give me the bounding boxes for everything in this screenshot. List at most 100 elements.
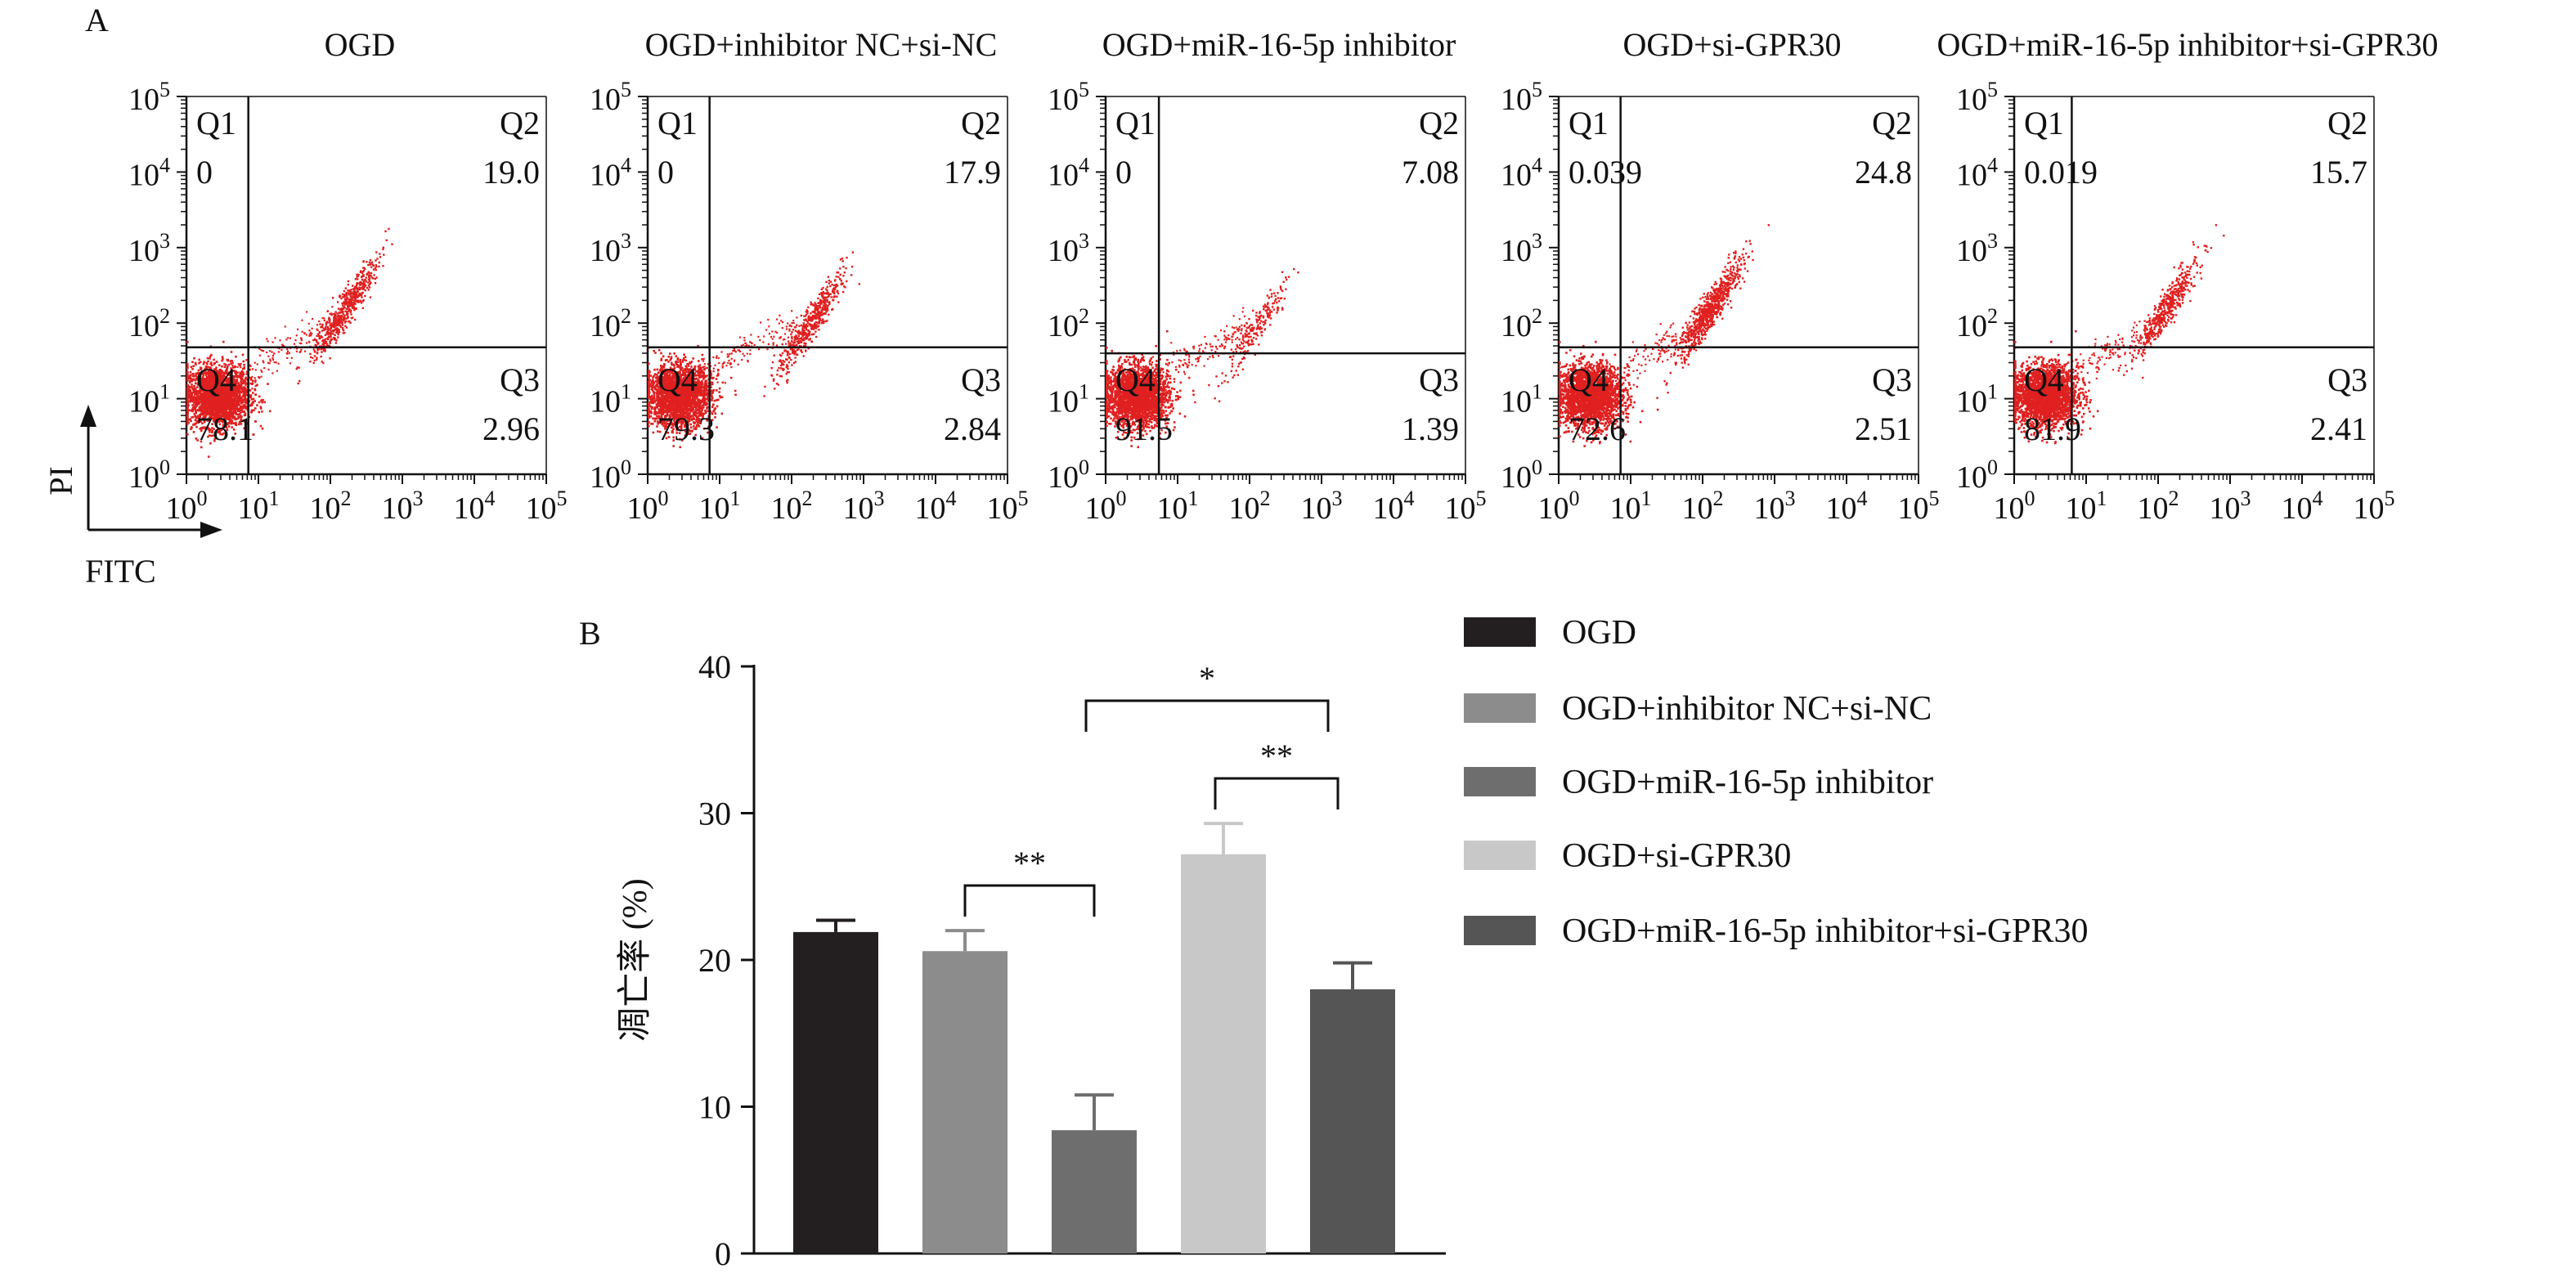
plot-title: OGD	[325, 26, 396, 63]
y-tick-label: 103	[1048, 229, 1089, 268]
y-tick-label: 103	[128, 229, 170, 268]
panel-a-label: A	[85, 2, 109, 38]
x-tick-label: 100	[1538, 487, 1580, 526]
x-tick-label: 101	[1157, 487, 1199, 526]
y-tick-label: 104	[590, 153, 631, 192]
quadrant-label-q3: Q3	[500, 361, 540, 398]
x-tick-label: 100	[1085, 487, 1127, 526]
quadrant-label-q3: Q3	[1419, 361, 1459, 398]
y-tick-label: 101	[128, 380, 170, 419]
legend-label: OGD+inhibitor NC+si-NC	[1562, 690, 1932, 728]
y-tick-label: 103	[1501, 229, 1542, 268]
y-tick-label: 100	[1501, 455, 1542, 495]
x-tick-label: 103	[1301, 487, 1343, 526]
bar-2	[922, 951, 1008, 1253]
event-dots	[1106, 267, 1299, 449]
event-dots	[648, 251, 860, 449]
x-tick-label: 102	[1229, 487, 1271, 526]
bar-1	[793, 931, 878, 1253]
quadrant-value-q4: 72.6	[1568, 410, 1626, 447]
x-tick-label: 103	[2210, 487, 2251, 526]
quadrant-label-q4: Q4	[657, 361, 698, 398]
legend-item-2: OGD+inhibitor NC+si-NC	[1464, 690, 1932, 728]
y-tick-label: 102	[1501, 304, 1542, 343]
x-tick-label: 100	[1994, 487, 2035, 526]
legend-item-1: OGD	[1464, 614, 1636, 652]
bracket-line	[1084, 699, 1330, 732]
quadrant-value-q2: 15.7	[2310, 154, 2367, 191]
event-dots	[186, 227, 393, 458]
y-tick-label: 101	[1956, 380, 1998, 419]
legend-swatch	[1464, 916, 1536, 945]
y-tick-label: 101	[1501, 380, 1542, 419]
quadrant-value-q1: 0	[1115, 154, 1132, 191]
bar-y-tick-label: 30	[698, 796, 731, 832]
x-tick-label: 102	[310, 487, 352, 526]
x-tick-label: 105	[987, 487, 1029, 526]
legend-swatch	[1464, 693, 1536, 723]
y-tick-label: 105	[1501, 78, 1542, 117]
x-tick-label: 100	[627, 487, 669, 526]
quadrant-label-q3: Q3	[961, 361, 1001, 398]
x-tick-label: 104	[915, 487, 957, 526]
legend-swatch	[1464, 767, 1536, 796]
quadrant-label-q2: Q2	[1872, 105, 1912, 141]
legend-label: OGD+si-GPR30	[1562, 837, 1791, 875]
y-tick-label: 104	[128, 153, 170, 192]
y-tick-label: 103	[590, 229, 631, 268]
x-tick-label: 104	[1826, 487, 1868, 526]
y-tick-label: 105	[590, 78, 631, 117]
significance-label: **	[1260, 738, 1293, 774]
quadrant-label-q4: Q4	[196, 361, 236, 398]
legend-label: OGD	[1562, 614, 1636, 652]
legend-swatch	[1464, 841, 1536, 870]
quadrant-label-q3: Q3	[1872, 361, 1912, 398]
quadrant-label-q4: Q4	[1115, 361, 1156, 398]
y-tick-label: 103	[1956, 229, 1998, 268]
significance-bracket: **	[1214, 738, 1340, 809]
y-tick-label: 102	[1048, 304, 1089, 343]
event-dots	[1559, 224, 1770, 447]
y-tick-label: 102	[590, 304, 631, 343]
quadrant-label-q1: Q1	[1115, 105, 1156, 141]
legend-item-4: OGD+si-GPR30	[1464, 837, 1791, 875]
pi-axis-arrowhead	[80, 405, 96, 427]
quadrant-label-q2: Q2	[961, 105, 1001, 141]
x-tick-label: 103	[1754, 487, 1796, 526]
quadrant-label-q2: Q2	[2327, 105, 2367, 141]
bar-y-tick-label: 10	[698, 1089, 731, 1126]
bar-5	[1310, 989, 1395, 1253]
x-axis-label-fitc: FITC	[85, 553, 156, 590]
x-tick-label: 105	[526, 487, 568, 526]
legend-label: OGD+miR-16-5p inhibitor+si-GPR30	[1562, 913, 2089, 950]
y-tick-label: 102	[1956, 304, 1998, 343]
quadrant-value-q1: 0	[196, 154, 213, 191]
panel-b-label: B	[579, 615, 601, 652]
plot-title: OGD+si-GPR30	[1622, 26, 1841, 63]
x-tick-label: 102	[1682, 487, 1724, 526]
y-tick-label: 100	[128, 455, 170, 495]
panel-a-flow-cytometry: OGD100100101101102102103103104104105105Q…	[128, 26, 2438, 526]
x-tick-label: 102	[2138, 487, 2179, 526]
quadrant-value-q2: 7.08	[1402, 154, 1459, 191]
x-tick-label: 105	[2354, 487, 2395, 526]
x-tick-label: 100	[166, 487, 208, 526]
bar-3	[1052, 1130, 1137, 1253]
y-tick-label: 101	[1048, 380, 1089, 419]
quadrant-label-q4: Q4	[1568, 361, 1609, 398]
quadrant-value-q1: 0.019	[2024, 154, 2098, 191]
bar-y-tick-label: 20	[698, 942, 731, 979]
x-tick-label: 102	[771, 487, 813, 526]
y-tick-label: 104	[1956, 153, 1998, 192]
quadrant-label-q1: Q1	[1568, 105, 1609, 141]
x-tick-label: 101	[699, 487, 741, 526]
legend-label: OGD+miR-16-5p inhibitor	[1562, 764, 1933, 801]
y-tick-label: 100	[590, 455, 631, 495]
x-tick-label: 104	[454, 487, 496, 526]
